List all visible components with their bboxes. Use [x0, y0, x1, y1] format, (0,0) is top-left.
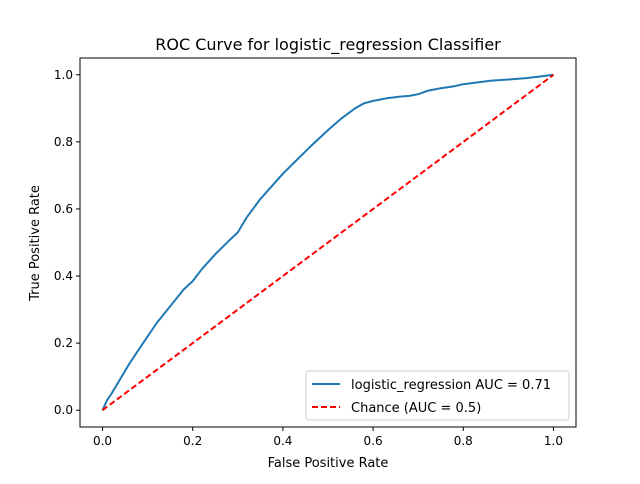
chart-title: ROC Curve for logistic_regression Classi…	[155, 35, 501, 55]
y-axis-label: True Positive Rate	[28, 185, 43, 302]
legend-box	[305, 370, 570, 421]
x-tick-label: 0.0	[93, 434, 112, 448]
x-tick-label: 1.0	[544, 434, 563, 448]
y-tick-label: 0.0	[54, 403, 73, 417]
x-axis-ticks: 0.0 0.2 0.4 0.6 0.8 1.0	[93, 427, 563, 448]
legend: logistic_regression AUC = 0.71 Chance (A…	[305, 370, 570, 421]
legend-label-model: logistic_regression AUC = 0.71	[351, 378, 551, 393]
y-tick-label: 0.2	[54, 336, 73, 350]
x-tick-label: 0.2	[183, 434, 202, 448]
series-layer	[101, 73, 555, 412]
y-tick-label: 0.6	[54, 202, 73, 216]
x-tick-label: 0.4	[273, 434, 292, 448]
y-tick-label: 1.0	[54, 68, 73, 82]
roc-curve-line	[101, 73, 554, 411]
y-tick-label: 0.4	[54, 269, 73, 283]
axes-frame	[79, 57, 577, 428]
x-tick-label: 0.8	[454, 434, 473, 448]
x-axis-label: False Positive Rate	[268, 456, 389, 471]
chance-line	[101, 73, 555, 412]
x-tick-label: 0.6	[364, 434, 383, 448]
plot-area	[79, 57, 577, 428]
legend-label-chance: Chance (AUC = 0.5)	[351, 401, 481, 416]
y-tick-label: 0.8	[54, 135, 73, 149]
y-axis-ticks: 0.0 0.2 0.4 0.6 0.8 1.0	[54, 68, 80, 417]
